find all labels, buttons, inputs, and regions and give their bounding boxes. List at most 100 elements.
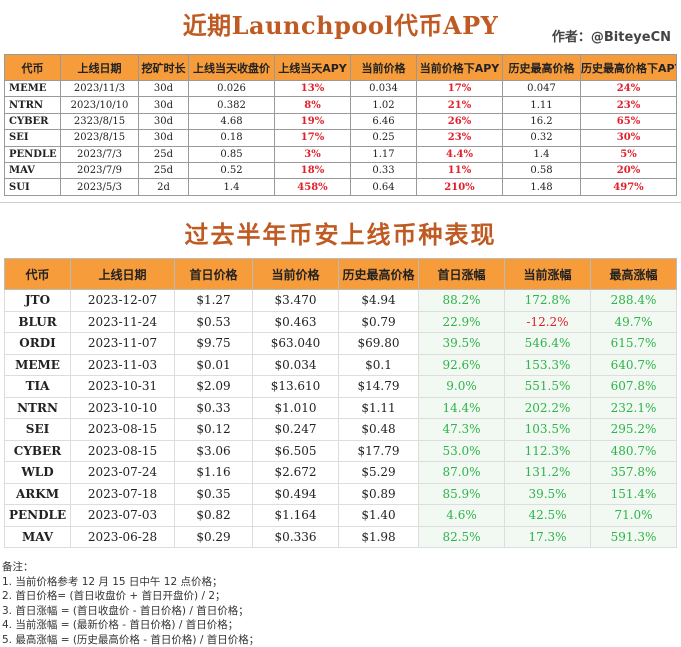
table-cell: 2023-07-18 <box>71 483 175 505</box>
table-cell: 103.5% <box>505 419 591 441</box>
note-line: 4. 当前涨幅 = (最新价格 - 首日价格) / 首日价格； <box>2 618 678 633</box>
table-cell: 2023-11-24 <box>71 311 175 333</box>
table-cell: 25d <box>139 146 189 162</box>
token-name: SEI <box>5 130 61 146</box>
column-header: 当前价格下APY <box>417 55 503 81</box>
table-cell: 20% <box>581 162 677 178</box>
table-cell: 22.9% <box>419 311 505 333</box>
table-cell: 607.8% <box>591 376 677 398</box>
table-cell: $0.89 <box>339 483 419 505</box>
table-cell: 232.1% <box>591 397 677 419</box>
token-name: SEI <box>5 419 71 441</box>
table-cell: 591.3% <box>591 526 677 548</box>
table-cell: 295.2% <box>591 419 677 441</box>
table-cell: 92.6% <box>419 354 505 376</box>
table-cell: -12.2% <box>505 311 591 333</box>
table-cell: $1.98 <box>339 526 419 548</box>
table-cell: 53.0% <box>419 440 505 462</box>
table-cell: 1.02 <box>351 97 417 113</box>
table-cell: 30% <box>581 130 677 146</box>
table-cell: 2023-06-28 <box>71 526 175 548</box>
column-header: 代币 <box>5 259 71 290</box>
token-name: TIA <box>5 376 71 398</box>
table-cell: $13.610 <box>253 376 339 398</box>
table-cell: 0.52 <box>189 162 275 178</box>
table-cell: 4.6% <box>419 505 505 527</box>
table-cell: 153.3% <box>505 354 591 376</box>
column-header: 最高涨幅 <box>591 259 677 290</box>
table-cell: 42.5% <box>505 505 591 527</box>
table-cell: 2023/7/3 <box>61 146 139 162</box>
column-header: 当前涨幅 <box>505 259 591 290</box>
binance-header: 过去半年币安上线币种表现 <box>0 202 681 259</box>
table-cell: 87.0% <box>419 462 505 484</box>
table-cell: 2023/10/10 <box>61 97 139 113</box>
table-cell: 2023-08-15 <box>71 419 175 441</box>
table-cell: 0.026 <box>189 81 275 97</box>
table-cell: 0.25 <box>351 130 417 146</box>
table-cell: $1.16 <box>175 462 253 484</box>
token-name: WLD <box>5 462 71 484</box>
table-cell: 1.48 <box>503 179 581 195</box>
table-cell: 2023-07-24 <box>71 462 175 484</box>
table-cell: 65% <box>581 113 677 129</box>
table-cell: 615.7% <box>591 333 677 355</box>
table-cell: 9.0% <box>419 376 505 398</box>
table-cell: 2023/11/3 <box>61 81 139 97</box>
note-line: 5. 最高涨幅 = (历史最高价格 - 首日价格) / 首日价格； <box>2 633 678 647</box>
table-cell: $1.010 <box>253 397 339 419</box>
table-cell: 88.2% <box>419 290 505 312</box>
table-cell: 23% <box>581 97 677 113</box>
token-name: MAV <box>5 162 61 178</box>
table-cell: 0.047 <box>503 81 581 97</box>
table-cell: 151.4% <box>591 483 677 505</box>
table-cell: 2023-11-07 <box>71 333 175 355</box>
table-cell: 24% <box>581 81 677 97</box>
table-cell: 17% <box>275 130 351 146</box>
table-cell: 357.8% <box>591 462 677 484</box>
table-cell: $0.33 <box>175 397 253 419</box>
table-cell: 39.5% <box>419 333 505 355</box>
table-cell: 0.18 <box>189 130 275 146</box>
token-name: CYBER <box>5 113 61 129</box>
token-name: ORDI <box>5 333 71 355</box>
table-cell: 0.58 <box>503 162 581 178</box>
table-cell: $0.79 <box>339 311 419 333</box>
launchpool-header: 近期Launchpool代币APY 作者：@BiteyeCN <box>0 0 681 54</box>
table-cell: 19% <box>275 113 351 129</box>
table-cell: $3.06 <box>175 440 253 462</box>
table-cell: 85.9% <box>419 483 505 505</box>
table-cell: 17.3% <box>505 526 591 548</box>
table-cell: 2023-08-15 <box>71 440 175 462</box>
table-cell: $63.040 <box>253 333 339 355</box>
table-cell: 202.2% <box>505 397 591 419</box>
table-cell: 3% <box>275 146 351 162</box>
token-name: PENDLE <box>5 505 71 527</box>
table-cell: 11% <box>417 162 503 178</box>
table-cell: 1.4 <box>503 146 581 162</box>
table-cell: 2023-07-03 <box>71 505 175 527</box>
table-cell: 18% <box>275 162 351 178</box>
token-name: MEME <box>5 354 71 376</box>
column-header: 历史最高价格 <box>503 55 581 81</box>
column-header: 首日价格 <box>175 259 253 290</box>
table-cell: 2023-10-10 <box>71 397 175 419</box>
table-cell: 546.4% <box>505 333 591 355</box>
table-cell: 551.5% <box>505 376 591 398</box>
